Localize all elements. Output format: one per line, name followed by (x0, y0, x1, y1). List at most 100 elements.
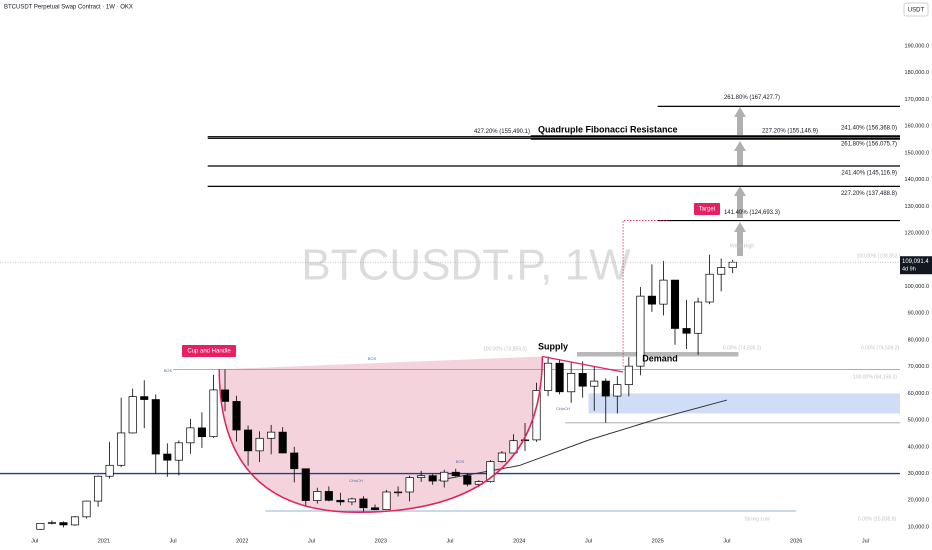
zone (588, 393, 900, 414)
candle-body (278, 431, 287, 454)
candle-body (255, 437, 264, 452)
candle-body (151, 399, 160, 455)
x-tick-label: 2026 (790, 538, 802, 544)
faded-label: 100.00% (64,158.3) (853, 374, 897, 380)
candle-body (509, 440, 518, 454)
y-tick-label: 100,000.0 (905, 284, 929, 290)
candle-body (47, 522, 56, 524)
arrow (734, 186, 746, 218)
candle-body (290, 452, 299, 470)
fib-label: 241.40% (145,116.9) (841, 171, 897, 177)
last-price-label: 109,091.4 (902, 259, 929, 265)
x-tick-label: Jul (862, 538, 869, 544)
y-tick-label: 80,000.0 (908, 337, 929, 343)
candle-body (497, 452, 506, 462)
candle-body (520, 439, 530, 442)
annotation-box (182, 345, 236, 357)
x-tick-label: 2025 (652, 538, 664, 544)
candle-body (532, 390, 541, 441)
candle-body (440, 471, 449, 482)
x-tick-label: Jul (170, 538, 177, 544)
candle-body (59, 522, 68, 526)
annotation: Supply (538, 341, 568, 351)
annotation: CHoCH (349, 478, 363, 483)
fib-label: 141.40% (124,693.3) (724, 210, 780, 216)
fib-label: 261.80% (167,427.7) (724, 95, 780, 101)
fib-label: 261.80% (156,075.7) (841, 141, 897, 147)
candle-body (624, 365, 633, 385)
candle-body (717, 267, 726, 275)
candle-body (324, 491, 333, 501)
faded-label: 0.00% (74,509.2) (723, 345, 762, 351)
annotation: BOS (456, 459, 465, 464)
candle-body (705, 273, 714, 303)
candle-body (659, 279, 668, 305)
y-tick-label: 20,000.0 (908, 498, 929, 504)
x-tick-label: 2024 (513, 538, 525, 544)
candle-body (417, 475, 426, 478)
x-tick-label: Jul (31, 538, 38, 544)
target-path (622, 220, 670, 367)
target-arrows (734, 107, 746, 256)
y-tick-label: 180,000.0 (905, 70, 929, 76)
candle-body (486, 461, 495, 482)
candle-body (105, 464, 114, 477)
x-tick-label: 2023 (375, 538, 387, 544)
candle-body (301, 468, 310, 501)
faded-label: 100.00% (108,853.9) (857, 253, 904, 259)
candle-body (220, 389, 230, 402)
y-tick-label: 140,000.0 (905, 177, 929, 183)
x-tick-label: Jul (446, 538, 453, 544)
candle-body (36, 523, 45, 530)
candle-body (347, 498, 356, 503)
candle-body (670, 279, 680, 329)
candle-body (174, 442, 183, 461)
x-tick-label: Jul (308, 538, 315, 544)
candle-body (728, 261, 737, 268)
annotation: BOS (164, 368, 173, 373)
arrow (734, 107, 746, 135)
y-tick-label: 70,000.0 (908, 364, 929, 370)
candle-body (694, 301, 703, 334)
candle-body (567, 373, 576, 393)
faded-label: Weak High (730, 243, 755, 249)
fib-title: Quadruple Fibonacci Resistance (538, 124, 678, 134)
candle-body (382, 491, 391, 510)
cup-arc (218, 356, 544, 514)
annotation: Demand (642, 353, 678, 363)
handle-line (542, 355, 624, 373)
annotation: CHoCH (556, 406, 570, 411)
y-tick-label: 170,000.0 (905, 97, 929, 103)
annotation-box (694, 203, 720, 215)
candle-body (82, 500, 91, 518)
candle-body (370, 507, 380, 510)
arrow (734, 222, 746, 256)
y-tick-label: 10,000.0 (908, 524, 929, 530)
last-price-box (900, 256, 932, 275)
x-tick-label: 2022 (236, 538, 248, 544)
y-tick-label: 40,000.0 (908, 444, 929, 450)
candle-body (451, 471, 460, 477)
candle-body (267, 431, 276, 439)
faded-label: 100.00% (73,856.0) (483, 346, 527, 352)
y-tick-label: 30,000.0 (908, 471, 929, 477)
zone (576, 351, 739, 357)
arrow (734, 141, 746, 166)
candle-body (117, 432, 126, 466)
watermark: BTCUSDT.P, 1W (301, 241, 631, 290)
currency[interactable]: USDT (908, 8, 925, 14)
currency-box[interactable] (903, 2, 929, 17)
x-tick-label: Jul (585, 538, 592, 544)
candle-body (94, 475, 103, 502)
y-tick-label: 90,000.0 (908, 311, 929, 317)
candle-body (163, 453, 172, 461)
candle-body (578, 373, 587, 387)
x-tick-label: 2021 (98, 538, 110, 544)
x-tick-label: Jul (723, 538, 730, 544)
candle-body (128, 396, 137, 434)
candle-body (313, 491, 322, 501)
candle-body (682, 328, 691, 334)
candle-body (197, 427, 206, 438)
y-tick-label: 190,000.0 (905, 43, 929, 49)
fib-label: 227.20% (155,146.9) (762, 129, 818, 135)
